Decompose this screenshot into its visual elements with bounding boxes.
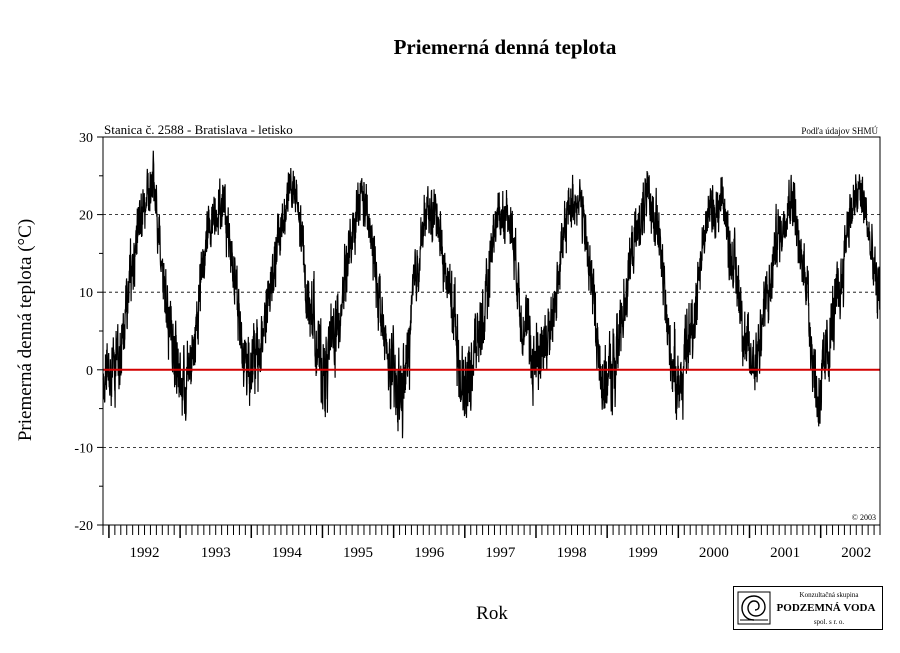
credit-line-3: spol. s r. o.: [813, 618, 845, 626]
x-tick-label: 1995: [343, 545, 373, 561]
x-tick-label: 2001: [770, 545, 800, 561]
y-tick-label: 20: [79, 209, 93, 224]
credit-line-1: Konzultačná skupina: [799, 591, 859, 599]
x-axis-label: Rok: [476, 603, 508, 624]
temperature-series-line: [102, 150, 881, 439]
x-tick-label: 1997: [485, 545, 516, 561]
y-tick-label: 30: [79, 131, 93, 146]
x-tick-label: 2002: [841, 545, 871, 561]
x-axis: 1992 1993 1994 1995 1996 1997 1998 1999 2000 2001…: [102, 525, 881, 561]
x-tick-label: 1993: [201, 545, 231, 561]
y-tick-label: 0: [86, 364, 93, 379]
y-tick-label: 10: [79, 286, 93, 301]
chart-title: Priemerná denná teplota: [393, 35, 617, 59]
spiral-logo-icon: [737, 591, 771, 625]
chart-subtitle: Stanica č. 2588 - Bratislava - letisko: [104, 122, 293, 137]
x-tick-label: 1999: [628, 545, 658, 561]
series-layer: [102, 150, 881, 439]
y-tick-label: -20: [74, 519, 93, 534]
y-tick-label: -10: [74, 441, 93, 456]
x-tick-label: 1994: [272, 545, 303, 561]
copyright-note: © 2003: [852, 513, 876, 522]
x-tick-label: 1996: [414, 545, 445, 561]
x-tick-label: 2000: [699, 545, 729, 561]
credit-company-name: PODZEMNÁ VODA: [776, 602, 876, 614]
x-tick-label: 1992: [130, 545, 160, 561]
y-axis: -20 -10 0 10 20 30: [74, 131, 103, 534]
x-tick-label: 1998: [557, 545, 587, 561]
source-note: Podľa údajov SHMÚ: [801, 126, 878, 136]
credit-box: Konzultačná skupina PODZEMNÁ VODA spol. …: [733, 586, 883, 630]
